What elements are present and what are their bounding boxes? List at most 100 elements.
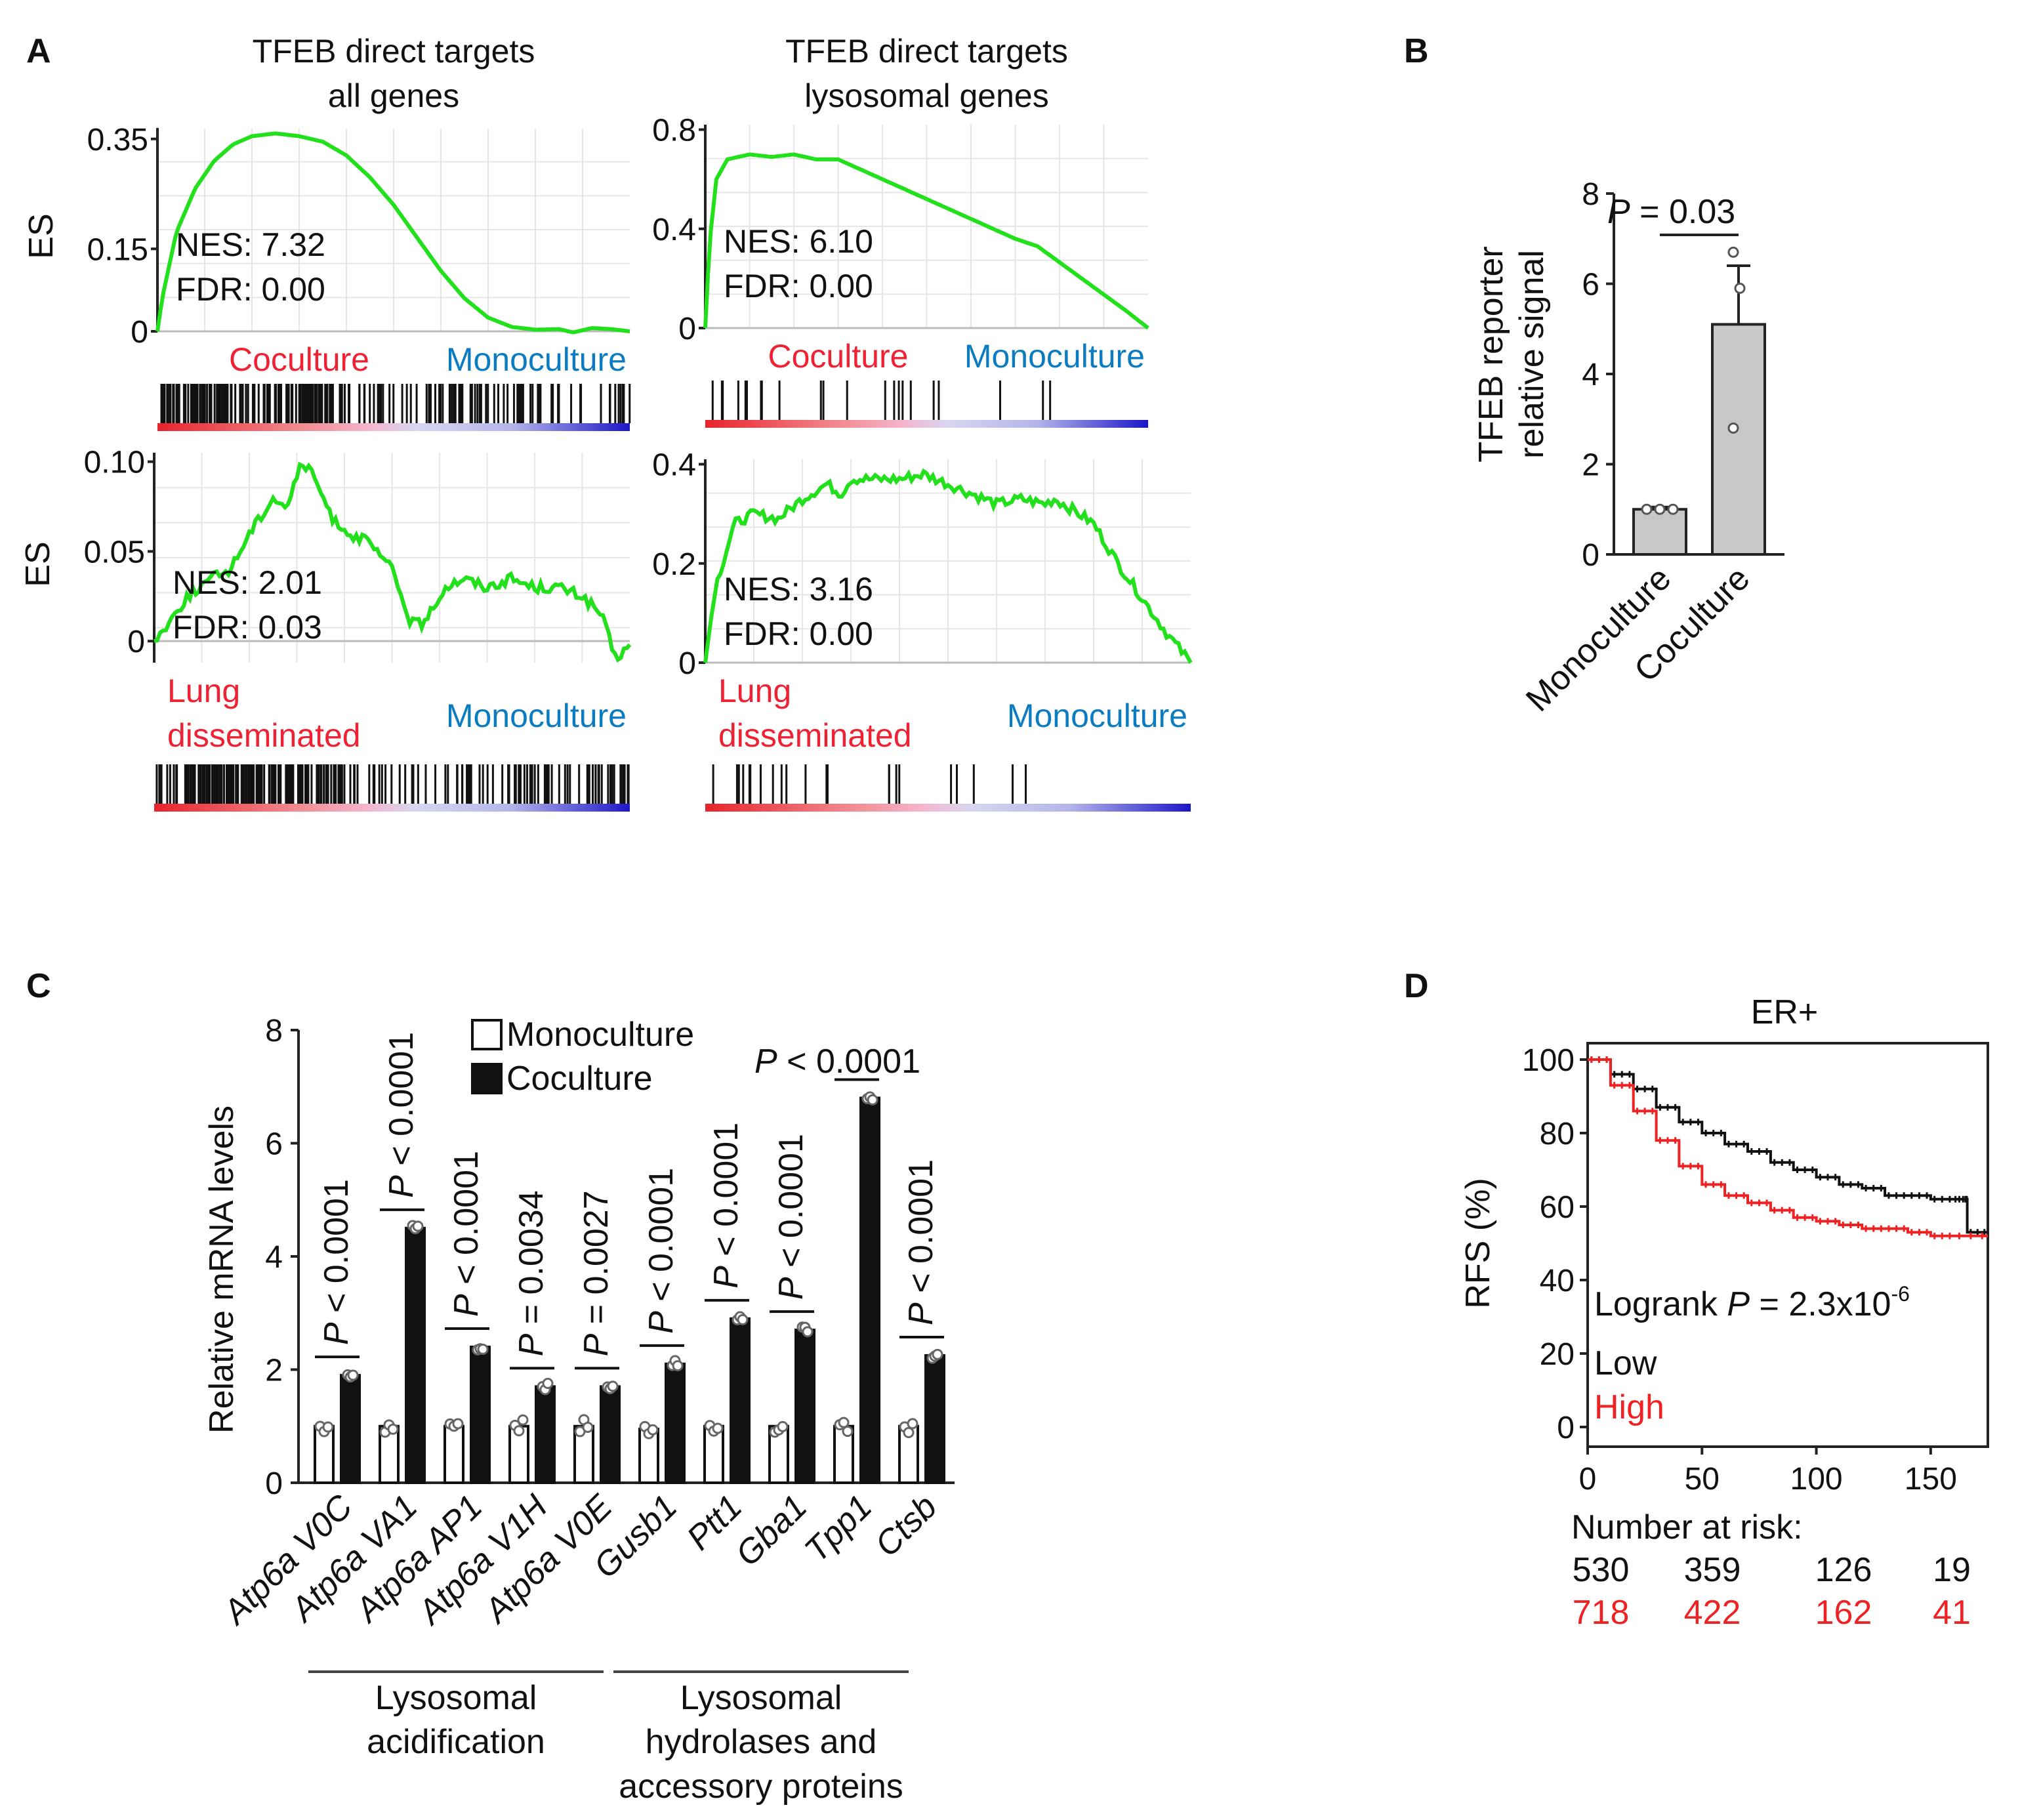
p-value: = 0.03	[1630, 193, 1735, 231]
data-point	[542, 1378, 554, 1390]
risk-high-value: 422	[1684, 1594, 1741, 1632]
y-tick-label: 0.15	[87, 232, 148, 267]
x-tick-label: Tpp1	[798, 1487, 880, 1569]
p-value-label-tpp1: P < 0.0001	[754, 1043, 920, 1081]
p-value-label: P < 0.0001	[707, 1123, 745, 1289]
nes-label: NES: 7.32	[176, 226, 325, 263]
km-curve-high	[1588, 1058, 1988, 1237]
data-point	[932, 1348, 943, 1360]
gsea-plot-4: 0 0.2 0.4 NES: 3.16 FDR: 0.00 Lung disseminate…	[652, 448, 1193, 812]
data-point	[777, 1420, 789, 1432]
data-point	[903, 1427, 915, 1439]
bar-monoculture	[1632, 508, 1687, 556]
p-value: < 0.0001	[777, 1043, 920, 1081]
plot-frame	[1586, 1042, 1989, 1448]
data-point	[737, 1313, 749, 1325]
x-tick-label: 150	[1905, 1462, 1957, 1497]
bar-coculture	[665, 1362, 686, 1484]
group-label: accessory proteins	[619, 1768, 903, 1806]
p-value: < 0.0001	[642, 1168, 680, 1311]
y-tick-label: 2	[1582, 448, 1599, 483]
p-italic: P	[382, 1175, 421, 1198]
risk-low-value: 19	[1933, 1551, 1971, 1589]
legend-high: High	[1594, 1388, 1664, 1426]
x-tick-label: 100	[1790, 1462, 1843, 1497]
panel-a-gsea: 0 0.15 0.35 TFEB direct targets all genes ES N…	[19, 33, 1193, 812]
y-tick-label: 80	[1540, 1117, 1575, 1151]
panel-letter-b: B	[1404, 32, 1429, 70]
y-tick-label: 0	[131, 315, 148, 350]
nes-label: NES: 6.10	[724, 223, 873, 260]
bar-coculture	[340, 1374, 361, 1484]
data-point	[867, 1094, 878, 1106]
p-value-label: P = 0.0034	[512, 1190, 550, 1356]
p-italic: P	[447, 1294, 485, 1317]
y-tick-label: 20	[1540, 1337, 1575, 1372]
phenotype-down-label: Monoculture	[446, 697, 627, 734]
y-tick-label: 0	[127, 625, 145, 659]
fdr-label: FDR: 0.03	[173, 609, 322, 646]
y-tick-label: 6	[1582, 268, 1599, 302]
p-value: < 0.0001	[447, 1151, 485, 1294]
logrank-label: Logrank P = 2.3x10-6	[1594, 1282, 1910, 1323]
phenotype-up-label: disseminated	[167, 717, 361, 754]
y-tick-label: 2	[265, 1354, 283, 1388]
hit-rug	[155, 764, 630, 804]
bar-coculture	[730, 1317, 751, 1484]
x-tick-label: Ctsb	[868, 1487, 945, 1564]
p-italic: P	[512, 1333, 550, 1356]
bar-coculture	[1711, 323, 1766, 556]
p-value-label: P < 0.0001	[772, 1134, 810, 1300]
phenotype-down-label: Monoculture	[1007, 697, 1187, 734]
p-value-label: P < 0.0001	[318, 1179, 356, 1345]
data-point	[842, 1426, 854, 1437]
bar-monoculture	[443, 1424, 464, 1484]
data-point	[582, 1421, 594, 1433]
bar-coculture	[535, 1385, 556, 1484]
gsea-title: TFEB direct targets	[253, 33, 535, 70]
phenotype-up-label: Lung	[718, 672, 791, 709]
panel-c-bar-chart: 0 2 4 6 8 Relative mRNA levels Monoculture Cocu…	[203, 1014, 955, 1806]
p-value-label: P < 0.0001	[382, 1032, 421, 1198]
y-tick-label: 0	[1582, 538, 1599, 573]
p-italic: P	[707, 1266, 745, 1289]
y-tick-label: 40	[1540, 1264, 1575, 1298]
data-point	[1727, 246, 1739, 258]
p-value: = 0.0034	[512, 1190, 550, 1333]
phenotype-up-label: disseminated	[718, 717, 912, 754]
fdr-label: FDR: 0.00	[724, 615, 873, 652]
nes-label: NES: 2.01	[173, 564, 322, 601]
logrank-part: -6	[1891, 1282, 1909, 1306]
hit-rug	[712, 764, 1027, 804]
panel-d-survival-chart: ER+ 0 20 40 60 80 100 0 50 100 150 RFS (%) Logrank P…	[1459, 993, 1989, 1632]
y-tick-label: 4	[265, 1240, 283, 1275]
p-value-label: P = 0.03	[1607, 193, 1735, 231]
y-tick-label: 0.2	[652, 547, 696, 582]
data-point	[1727, 423, 1739, 434]
data-point	[1667, 503, 1679, 515]
x-tick-label: 0	[1579, 1462, 1597, 1497]
p-value: < 0.0001	[772, 1134, 810, 1277]
hit-rug	[711, 381, 1052, 420]
y-tick-label: 4	[1582, 358, 1599, 392]
nes-label: NES: 3.16	[724, 571, 873, 608]
y-tick-label: 0.4	[652, 213, 696, 247]
bar-coculture	[794, 1329, 815, 1484]
data-point	[452, 1418, 464, 1430]
data-point	[672, 1360, 684, 1372]
y-axis-label: Relative mRNA levels	[203, 1106, 241, 1434]
y-axis-label: RFS (%)	[1459, 1178, 1497, 1308]
risk-high-value: 718	[1573, 1594, 1630, 1632]
phenotype-up-label: Lung	[167, 672, 240, 709]
es-curve	[703, 152, 1149, 330]
logrank-part: = 2.3x10	[1750, 1285, 1891, 1323]
gsea-plot-2: 0 0.4 0.8 TFEB direct targets lysosomal gene…	[652, 33, 1149, 428]
bar-coculture	[600, 1385, 621, 1484]
y-tick-label: 0	[265, 1466, 283, 1501]
data-point	[477, 1344, 489, 1355]
bar-coculture	[924, 1354, 945, 1484]
bar-coculture	[470, 1346, 491, 1484]
gsea-title: TFEB direct targets	[785, 33, 1068, 70]
